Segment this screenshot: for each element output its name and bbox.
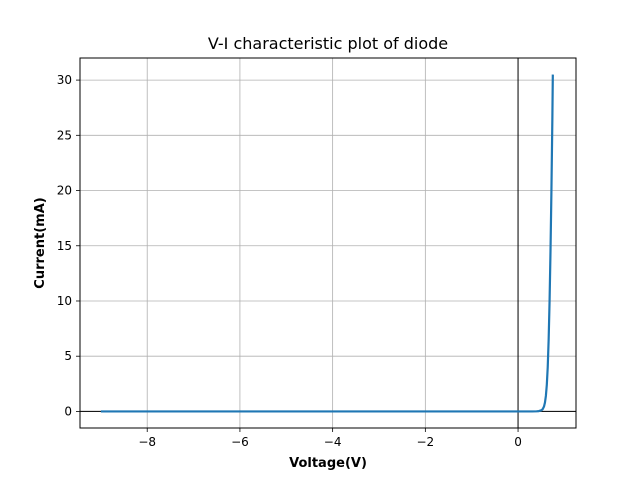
series-layer xyxy=(100,74,554,413)
y-axis-label: Current(mA) xyxy=(33,197,48,288)
x-tick-label: −6 xyxy=(231,435,249,449)
grid xyxy=(80,58,576,428)
chart-title: V-I characteristic plot of diode xyxy=(208,34,448,53)
ticks: −8 −6 −4 −2 0 0 5 10 15 20 25 30 xyxy=(57,73,522,449)
y-tick-label: 20 xyxy=(57,184,72,198)
series-line xyxy=(100,74,554,413)
x-axis-label: Voltage(V) xyxy=(289,456,367,471)
y-tick-label: 5 xyxy=(64,349,72,363)
x-tick-label: −2 xyxy=(416,435,434,449)
y-tick-label: 30 xyxy=(57,73,72,87)
y-tick-label: 15 xyxy=(57,239,72,253)
plot-frame xyxy=(79,57,577,429)
y-tick-label: 0 xyxy=(64,404,72,418)
y-tick-label: 25 xyxy=(57,128,72,142)
x-tick-label: 0 xyxy=(514,435,522,449)
x-tick-label: −4 xyxy=(324,435,342,449)
y-tick-label: 10 xyxy=(57,294,72,308)
x-tick-label: −8 xyxy=(138,435,156,449)
